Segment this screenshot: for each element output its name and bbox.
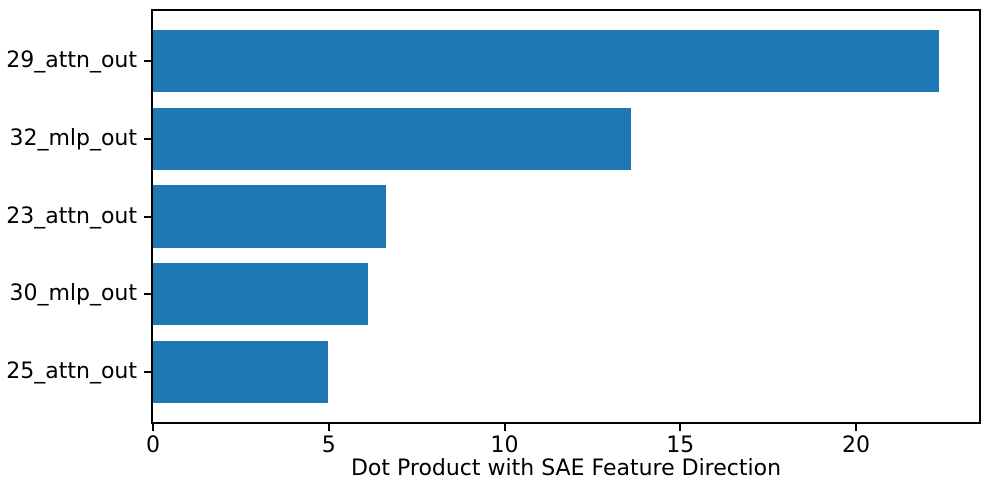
y-tick-mark [144, 215, 151, 218]
bar-32_mlp_out [153, 107, 632, 170]
y-tick-mark [144, 293, 151, 296]
y-tick-mark [144, 59, 151, 62]
x-tick-mark [327, 424, 330, 431]
bar-30_mlp_out [153, 263, 369, 326]
bar-25_attn_out [153, 341, 329, 404]
x-tick-mark [152, 424, 154, 431]
x-tick-label: 10 [490, 433, 519, 458]
y-tick-label: 23_attn_out [6, 203, 137, 229]
x-tick-label: 20 [842, 433, 870, 458]
y-tick-mark [144, 137, 151, 140]
y-tick-label: 30_mlp_out [9, 281, 137, 307]
y-tick-mark [144, 371, 151, 374]
y-tick-label: 25_attn_out [6, 359, 137, 385]
y-tick-label: 32_mlp_out [9, 125, 137, 151]
x-tick-label: 5 [321, 433, 336, 458]
x-tick-mark [503, 424, 506, 431]
x-tick-mark [679, 424, 682, 431]
bar-23_attn_out [153, 185, 386, 248]
x-tick-mark [855, 424, 857, 431]
y-tick-label: 29_attn_out [6, 47, 137, 73]
x-axis-label: Dot Product with SAE Feature Direction [350, 456, 782, 481]
bar-29_attn_out [153, 29, 940, 92]
plot-area [151, 9, 981, 424]
x-tick-label: 15 [666, 433, 695, 458]
x-tick-label: 0 [146, 433, 160, 458]
